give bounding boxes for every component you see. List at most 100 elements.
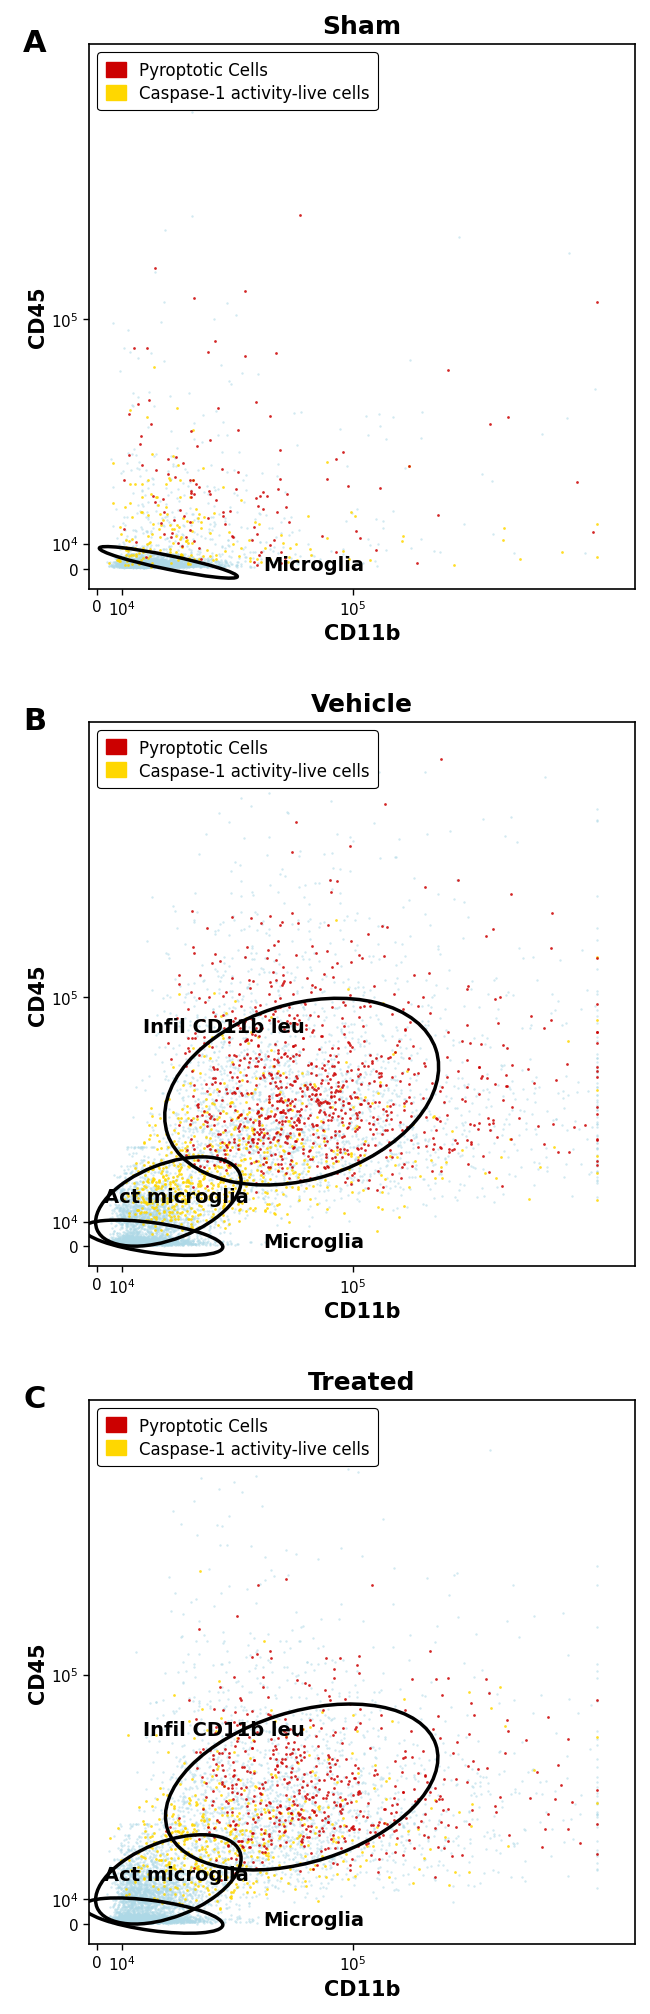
Point	[131, 1194, 141, 1227]
Point	[181, 1823, 191, 1855]
Point	[125, 1859, 135, 1891]
Point	[294, 1776, 305, 1809]
Point	[122, 1901, 133, 1933]
Point	[288, 1136, 298, 1168]
Point	[192, 1752, 202, 1784]
Point	[131, 1903, 142, 1935]
Point	[152, 1903, 162, 1935]
Point	[164, 532, 174, 564]
Point	[419, 1162, 429, 1194]
Point	[127, 1225, 138, 1257]
Point	[161, 1873, 172, 1905]
Point	[185, 1067, 195, 1100]
Point	[167, 1225, 177, 1257]
Point	[309, 1768, 320, 1801]
Point	[233, 1666, 243, 1698]
Point	[161, 1166, 172, 1198]
Point	[124, 1225, 134, 1257]
Point	[242, 1033, 252, 1065]
Point	[178, 1138, 188, 1170]
Point	[143, 1225, 153, 1257]
Point	[292, 1764, 302, 1796]
Point	[125, 550, 136, 582]
Point	[140, 1815, 151, 1847]
Point	[131, 550, 141, 582]
Point	[140, 1184, 151, 1216]
Point	[153, 1887, 164, 1919]
Point	[137, 550, 148, 582]
Point	[333, 1825, 343, 1857]
Point	[232, 548, 242, 580]
Point	[194, 1903, 204, 1935]
Point	[135, 550, 145, 582]
Point	[140, 550, 151, 582]
Point	[112, 1220, 123, 1253]
Point	[133, 1168, 144, 1200]
Point	[126, 1891, 136, 1923]
Point	[413, 1811, 423, 1843]
Point	[443, 1823, 454, 1855]
Point	[164, 550, 175, 582]
Point	[128, 552, 138, 584]
Point	[125, 550, 136, 582]
Point	[174, 1180, 185, 1212]
Point	[181, 1075, 191, 1108]
Point	[177, 546, 187, 578]
Point	[476, 1653, 487, 1686]
Point	[117, 1899, 127, 1931]
Point	[221, 1130, 231, 1162]
Point	[175, 1879, 185, 1911]
Point	[162, 1899, 172, 1931]
Point	[219, 1128, 229, 1160]
Point	[111, 550, 122, 582]
Point	[113, 1903, 124, 1935]
Point	[124, 1227, 134, 1259]
Point	[125, 1853, 136, 1885]
Point	[194, 532, 204, 564]
Point	[129, 1188, 140, 1220]
Point	[155, 550, 165, 582]
Point	[133, 1907, 143, 1939]
Point	[215, 550, 226, 582]
Point	[283, 520, 294, 552]
Point	[231, 1784, 242, 1817]
Point	[439, 1144, 450, 1176]
Point	[208, 1088, 218, 1120]
Point	[265, 1126, 276, 1158]
Point	[154, 1905, 164, 1937]
Point	[127, 548, 138, 580]
Point	[430, 1813, 440, 1845]
Point	[505, 1073, 515, 1106]
Point	[117, 1901, 127, 1933]
Point	[148, 1903, 159, 1935]
Point	[140, 1905, 151, 1937]
Point	[155, 550, 166, 582]
Point	[153, 548, 164, 580]
Point	[120, 1903, 131, 1935]
Point	[153, 548, 164, 580]
Point	[261, 1901, 272, 1933]
Point	[176, 1819, 187, 1851]
Point	[116, 1885, 127, 1917]
Point	[133, 1227, 144, 1259]
Point	[270, 1057, 280, 1090]
Point	[161, 1899, 172, 1931]
Point	[136, 1222, 146, 1255]
Point	[150, 1905, 160, 1937]
Point	[116, 548, 126, 580]
Point	[289, 1823, 299, 1855]
Point	[124, 1907, 134, 1939]
Point	[198, 546, 209, 578]
Point	[153, 1869, 164, 1901]
Point	[136, 1903, 147, 1935]
Point	[181, 1106, 191, 1138]
Point	[171, 1807, 181, 1839]
Point	[122, 1186, 132, 1218]
Point	[150, 1174, 160, 1206]
Point	[126, 1905, 136, 1937]
Point	[135, 542, 146, 574]
Point	[144, 1889, 155, 1921]
Point	[147, 1843, 157, 1875]
Point	[499, 1108, 509, 1140]
Point	[210, 955, 220, 987]
